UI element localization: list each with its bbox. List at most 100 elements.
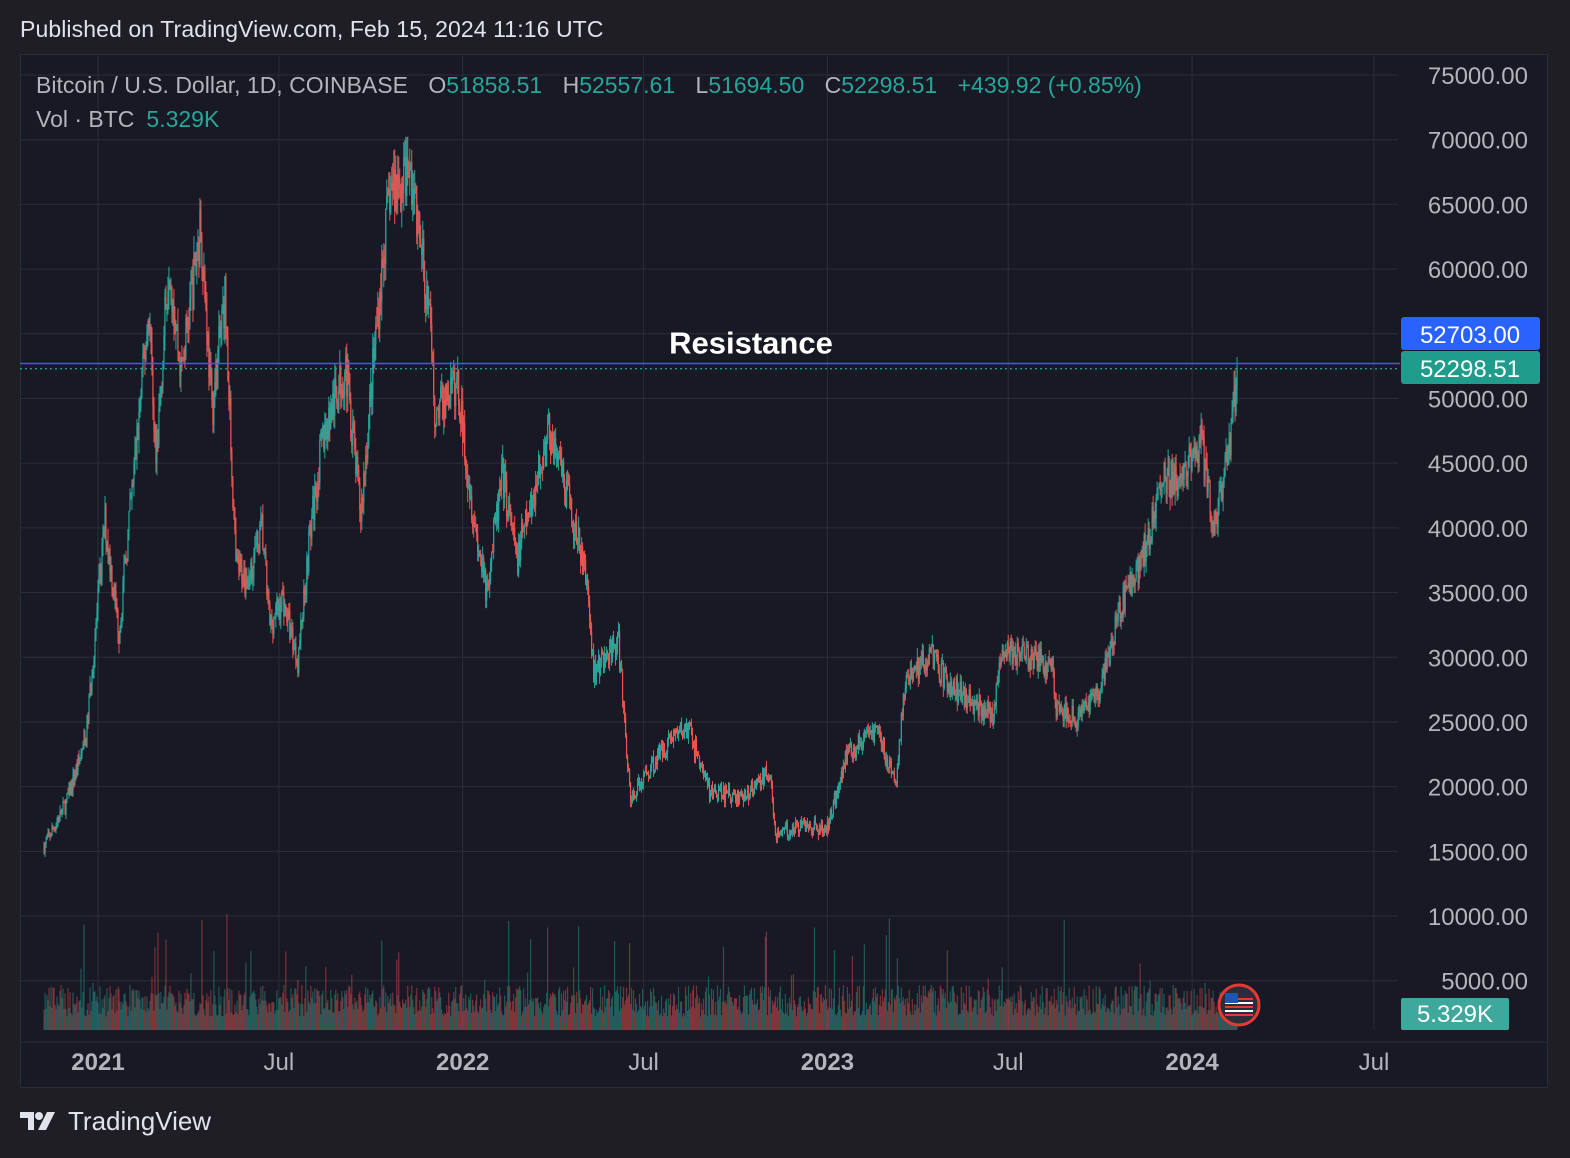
volume-bar — [831, 1008, 833, 1030]
volume-bar — [471, 1012, 473, 1030]
candle-body — [1061, 711, 1063, 716]
candle-body — [1156, 488, 1158, 498]
volume-bar — [658, 1015, 661, 1030]
candle-body — [233, 507, 235, 509]
volume-bar — [1120, 986, 1122, 1030]
candle-body — [686, 723, 689, 738]
volume-bar — [208, 996, 210, 1030]
volume-bar — [464, 1010, 466, 1030]
symbol-name[interactable]: Bitcoin / U.S. Dollar, 1D, COINBASE — [36, 72, 408, 98]
candle-body — [734, 794, 737, 799]
volume-bar — [232, 1014, 234, 1030]
candle-body — [51, 827, 53, 836]
candle-body — [946, 678, 948, 693]
volume-bar — [166, 1009, 168, 1030]
candle-body — [89, 684, 91, 697]
volume-bar — [469, 999, 471, 1030]
volume-label[interactable]: Vol · BTC — [36, 106, 135, 132]
candle-body — [525, 509, 527, 527]
volume-bar — [1012, 1014, 1014, 1030]
volume-bar — [688, 1009, 691, 1030]
volume-bar — [568, 1015, 570, 1030]
volume-bar — [853, 1011, 855, 1030]
volume-bar — [1090, 1014, 1092, 1030]
candle-body — [177, 325, 179, 352]
volume-bar — [1175, 987, 1177, 1030]
candle-body — [726, 792, 729, 794]
candle-body — [354, 431, 356, 451]
volume-bar — [1171, 1014, 1173, 1030]
candle-body — [995, 683, 997, 706]
candle-body — [943, 669, 945, 688]
volume-bar — [495, 1011, 497, 1030]
volume-bar — [915, 1004, 917, 1030]
candle-body — [770, 776, 773, 785]
candle-body — [755, 778, 758, 788]
candle-body — [132, 483, 134, 485]
candle-body — [789, 830, 792, 835]
volume-bar — [600, 1009, 603, 1030]
candle-body — [587, 586, 590, 601]
volume-bar — [322, 990, 324, 1030]
volume-bar — [807, 997, 810, 1030]
volume-bar — [843, 1001, 845, 1030]
candle-body — [1087, 701, 1089, 709]
volume-bar — [353, 1009, 355, 1030]
volume-bar — [1017, 991, 1019, 1030]
volume-bar — [849, 1006, 851, 1030]
volume-bar — [706, 1015, 709, 1030]
candle-body — [939, 679, 941, 684]
candle-body — [1097, 694, 1099, 700]
volume-bar — [291, 998, 293, 1030]
volume-bar — [168, 992, 170, 1030]
volume-bar — [67, 988, 69, 1030]
volume-bar — [317, 990, 319, 1030]
volume-bar — [203, 1008, 205, 1030]
volume-bar — [563, 990, 565, 1030]
candle-body — [948, 684, 950, 694]
volume-bar — [718, 996, 721, 1030]
candle-body — [48, 832, 50, 834]
volume-bar — [1047, 1015, 1049, 1030]
candle-body — [648, 775, 651, 778]
candle-body — [1202, 433, 1204, 437]
volume-bar — [452, 1000, 454, 1030]
volume-bar — [972, 1007, 974, 1030]
volume-bar — [409, 1007, 411, 1030]
candle-body — [871, 729, 873, 733]
candle-body — [306, 557, 308, 592]
volume-bar — [578, 926, 580, 1030]
volume-bar — [1167, 1010, 1169, 1030]
volume-bar — [514, 1011, 516, 1030]
us-flag-icon[interactable] — [1217, 983, 1261, 1027]
candle-body — [158, 408, 160, 444]
candle-body — [240, 559, 242, 565]
candle-body — [211, 373, 213, 400]
candle-body — [1081, 706, 1083, 717]
volume-bar — [1172, 985, 1174, 1030]
candle-body — [910, 668, 912, 676]
volume-bar — [738, 995, 741, 1030]
volume-bar — [1193, 989, 1195, 1030]
candle-body — [803, 820, 806, 823]
volume-bar — [423, 992, 425, 1030]
volume-bar — [420, 1010, 422, 1030]
volume-bar — [124, 993, 126, 1030]
volume-bar — [1185, 1008, 1187, 1030]
volume-bar — [540, 1002, 542, 1030]
candle-body — [352, 421, 354, 446]
candle-body — [481, 557, 483, 572]
candle-body — [827, 821, 829, 830]
tradingview-brand[interactable]: TradingView — [20, 1106, 211, 1137]
candle-body — [1153, 511, 1155, 523]
volume-bar — [1030, 991, 1032, 1030]
volume-bar — [50, 986, 52, 1030]
volume-bar — [975, 999, 977, 1030]
volume-bar — [1049, 1001, 1051, 1030]
candle-body — [762, 773, 765, 784]
candle-body — [528, 513, 530, 516]
volume-bar — [1165, 1007, 1167, 1030]
volume-bar — [113, 994, 115, 1030]
volume-bar — [781, 998, 784, 1030]
